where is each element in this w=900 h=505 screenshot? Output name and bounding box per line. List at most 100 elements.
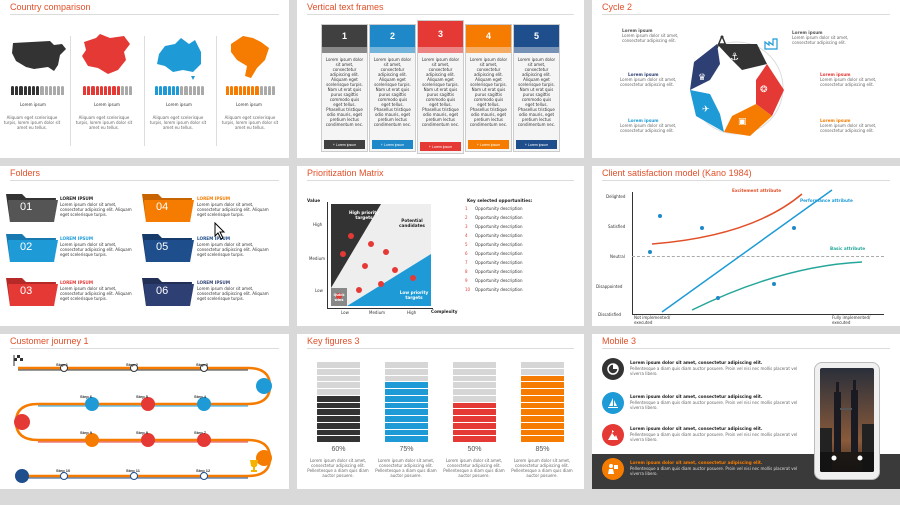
figure-cell: [453, 368, 496, 375]
frame-button[interactable]: + Lorem ipsum: [420, 142, 461, 151]
item-body: Pellentesque a diam quis diam auctor pos…: [630, 400, 798, 410]
slide-cycle-2[interactable]: Cycle 2 ⚓ ❂ ▣ ✈ ♛ Lorem ipsum Lorem ipsu…: [592, 0, 900, 158]
slide-kano-model[interactable]: Client satisfaction model (Kano 1984) De…: [592, 166, 900, 326]
figure-cell: [317, 395, 360, 402]
figure-cell: [521, 416, 564, 422]
figure-cell: [521, 422, 564, 429]
text-frame-5: 5 Lorem ipsum dolor sit amet, consectetu…: [513, 24, 560, 152]
folder-heading: LOREM IPSUM: [197, 196, 230, 201]
figure-cell: [385, 422, 428, 429]
y-axis: [632, 192, 633, 314]
figure-text: Lorem ipsum dolor sit amet, consectetur …: [307, 458, 369, 478]
svg-text:❂: ❂: [760, 85, 768, 95]
item-heading: Lorem ipsum dolor sit amet, consectetur …: [630, 460, 763, 465]
folder-text: Lorem ipsum dolor sit amet, consectetur …: [60, 286, 132, 301]
figure-cell: [521, 436, 564, 442]
item-body: Pellentesque a diam quis diam auctor pos…: [630, 466, 798, 476]
cycle-label: Lorem ipsum: [820, 118, 851, 123]
step-label: Step 9: [80, 430, 93, 435]
frame-button[interactable]: + Lorem ipsum: [468, 140, 509, 149]
figure-cell: [317, 382, 360, 388]
figure-cell: [317, 362, 360, 368]
figure-cell: [453, 422, 496, 429]
slide-prioritization-matrix[interactable]: Prioritization Matrix Value Complexity H…: [297, 166, 584, 326]
list-item: 9 Opportunity description: [465, 278, 523, 283]
quadrant-potential: Potential candidates: [399, 218, 425, 228]
figure-bar-2: [385, 362, 428, 442]
slide-folders[interactable]: Folders 01 LOREM IPSUM Lorem ipsum dolor…: [0, 166, 289, 326]
x-label-right: Fully implemented/ executed: [832, 315, 871, 325]
slide-customer-journey[interactable]: Customer journey 1 Step 1 Step 2 Step 3 …: [0, 334, 289, 489]
folder-01[interactable]: 01: [6, 194, 58, 222]
cycle-text: Lorem ipsum dolor sit amet, consectetur …: [620, 123, 677, 133]
figure-cell: [521, 382, 564, 388]
x-axis-label: Complexity: [431, 309, 458, 314]
figure-cell: [385, 409, 428, 415]
trophy-icon: [250, 460, 258, 472]
folder-03[interactable]: 03: [6, 278, 58, 306]
cycle-label: Lorem ipsum: [792, 30, 823, 35]
performance-label: Performance attribute: [800, 198, 853, 203]
divider: [216, 36, 217, 146]
y-label: Delighted: [606, 194, 626, 199]
title-divider: [602, 348, 890, 349]
phone-screen: [820, 368, 874, 472]
cycle-text: Lorem ipsum dolor sit amet, consectetur …: [622, 33, 679, 43]
item-body: Pellentesque a diam quis diam auctor pos…: [630, 366, 798, 376]
slide-key-figures[interactable]: Key figures 3 60% 75% 50% 85% Lorem ipsu…: [297, 334, 584, 489]
step-label: Step 3: [196, 362, 209, 367]
title-divider: [602, 180, 890, 181]
divider: [70, 36, 71, 146]
folder-text: Lorem ipsum dolor sit amet, consectetur …: [197, 202, 269, 217]
item-body: Pellentesque a diam quis diam auctor pos…: [630, 432, 798, 442]
folder-number: 05: [156, 241, 169, 253]
frame-button[interactable]: + Lorem ipsum: [324, 140, 365, 149]
figure-bar-1: [317, 362, 360, 442]
folder-05[interactable]: 05: [142, 234, 194, 262]
slide-vertical-text-frames[interactable]: Vertical text frames 1 Lorem ipsum dolor…: [297, 0, 584, 158]
frame-button[interactable]: + Lorem ipsum: [372, 140, 413, 149]
figure-cell: [385, 382, 428, 388]
folder-02[interactable]: 02: [6, 234, 58, 262]
figure-cell: [317, 402, 360, 409]
x-axis: [632, 314, 884, 315]
figure-cell: [385, 362, 428, 368]
folder-number: 04: [156, 201, 169, 213]
slide-title: Vertical text frames: [307, 2, 384, 12]
figure-percent: 60%: [331, 446, 346, 453]
divider: [144, 36, 145, 146]
slide-country-comparison[interactable]: Country comparison Lorem ipsum Lorem ips…: [0, 0, 289, 158]
y-level-label: Medium: [309, 256, 325, 261]
title-divider: [602, 14, 890, 15]
frame-button[interactable]: + Lorem ipsum: [516, 140, 557, 149]
figure-cell: [453, 382, 496, 388]
cycle-label: Lorem ipsum: [622, 28, 653, 33]
figure-percent: 75%: [399, 446, 414, 453]
sailboat-icon: [602, 392, 624, 414]
figure-cell: [385, 402, 428, 409]
figure-cell: [385, 429, 428, 436]
slide-mobile-3[interactable]: Mobile 3 Lorem ipsum dolor sit amet, con…: [592, 334, 900, 489]
opportunities-heading: Key selected opportunities:: [467, 198, 533, 203]
x-level-label: Medium: [369, 310, 385, 315]
figure-cell: [317, 436, 360, 442]
figure-cell: [317, 422, 360, 429]
figure-cell: [453, 409, 496, 415]
step-label: Step 8: [136, 430, 149, 435]
folder-04[interactable]: 04: [142, 194, 194, 222]
text-frame-2: 2 Lorem ipsum dolor sit amet, consectetu…: [369, 24, 416, 152]
list-item: 10 Opportunity description: [465, 287, 523, 292]
figure-percent: 50%: [467, 446, 482, 453]
folder-06[interactable]: 06: [142, 278, 194, 306]
presenter-icon: [602, 458, 624, 480]
figure-cell: [521, 368, 564, 375]
folder-heading: LOREM IPSUM: [60, 236, 93, 241]
figure-cell: [385, 395, 428, 402]
compass-icon: [716, 35, 728, 49]
title-divider: [307, 348, 574, 349]
list-item: 3 Opportunity description: [465, 224, 523, 229]
folder-number: 06: [156, 285, 169, 297]
figure-percent: 85%: [535, 446, 550, 453]
mountain-flag-icon: [602, 424, 624, 446]
figure-cell: [453, 436, 496, 442]
